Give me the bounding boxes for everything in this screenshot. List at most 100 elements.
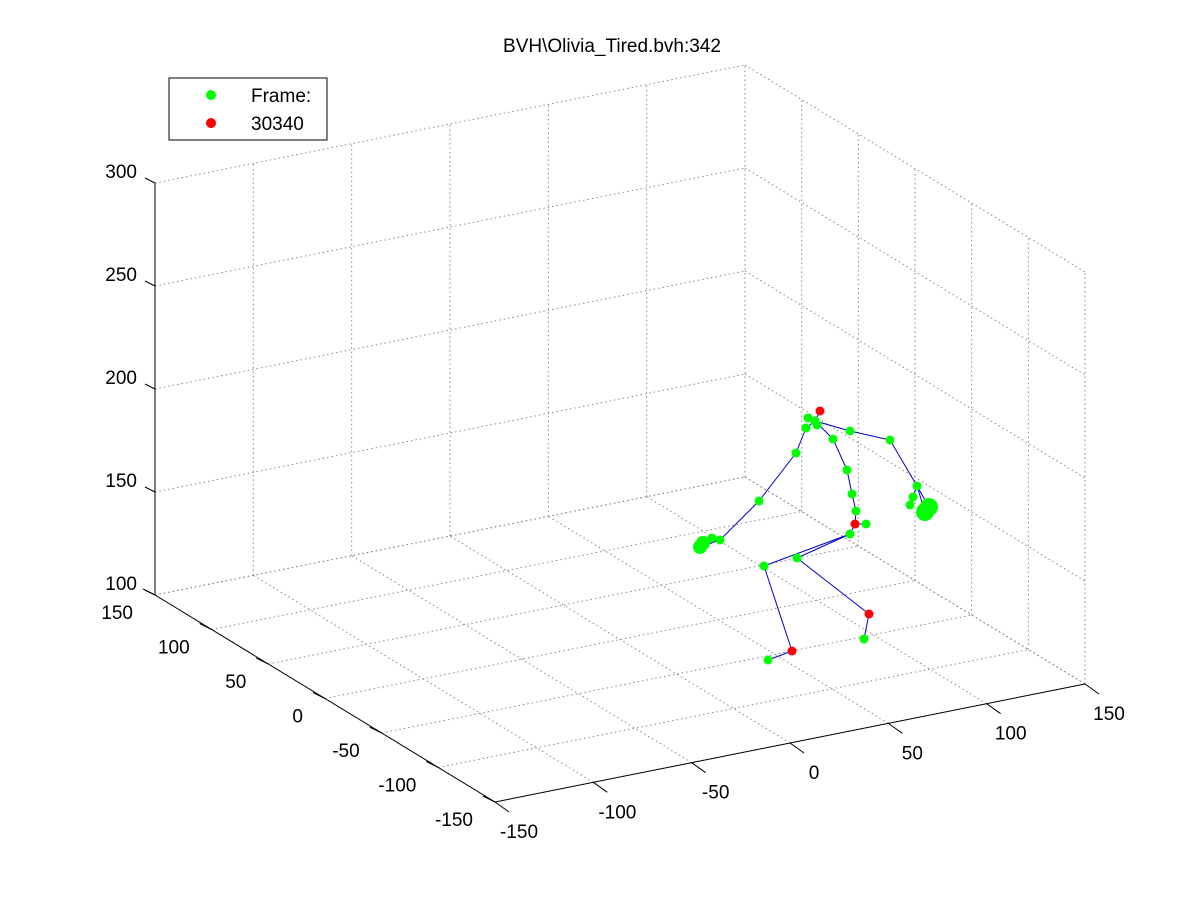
- z-tick-label: 100: [105, 574, 137, 595]
- y-tick-label: -100: [378, 776, 416, 797]
- joint-marker: [707, 533, 717, 543]
- legend-label-frame: Frame:: [251, 86, 311, 107]
- tick-labels: -150 -100 -50 0 50 100 150 150 100 50 0 -50 -100 -150…: [101, 162, 1125, 843]
- x-tick: [986, 703, 1001, 715]
- joint-marker: [754, 496, 764, 506]
- bone-line: [849, 430, 891, 441]
- z-tick-label: 250: [105, 265, 137, 286]
- y-tick-label: -150: [435, 810, 473, 831]
- grid-line: [154, 167, 746, 287]
- joint-marker: [763, 655, 773, 665]
- joint-marker: [803, 413, 813, 423]
- y-tick-label: 100: [158, 638, 190, 659]
- legend-marker-frame: [206, 90, 216, 100]
- grid-line: [381, 614, 972, 734]
- chart-title: BVH\Olivia_Tired.bvh:342: [503, 36, 721, 57]
- joint-marker: [912, 481, 922, 491]
- x-tick-label: -100: [598, 802, 636, 823]
- joint-marker: [812, 420, 822, 430]
- x-tick-label: 50: [902, 743, 923, 764]
- joint-marker: [847, 489, 857, 499]
- y-tick-label: 150: [101, 603, 133, 624]
- grid-line: [744, 64, 1086, 273]
- y-tick: [312, 692, 326, 699]
- x-tick: [789, 742, 805, 754]
- joint-marker: [791, 448, 801, 458]
- joint-marker: [845, 426, 855, 436]
- skeleton-plot: [693, 406, 938, 665]
- x-tick: [691, 762, 706, 774]
- bone-line: [889, 439, 918, 487]
- bone-line: [763, 533, 851, 567]
- x-tick: [888, 722, 903, 734]
- y-tick: [369, 726, 382, 734]
- joint-marker: [828, 434, 838, 444]
- joint-marker: [842, 465, 852, 475]
- y-tick-label: 0: [292, 707, 303, 728]
- bone-line: [763, 565, 793, 652]
- y-tick: [256, 657, 269, 665]
- z-tick-label: 200: [105, 368, 137, 389]
- bone-line: [796, 533, 851, 559]
- joint-marker: [715, 535, 725, 545]
- joint-marker: [916, 503, 934, 521]
- y-tick-label: 50: [225, 672, 246, 693]
- grid-line: [324, 580, 916, 699]
- legend-label-frame-number: 30340: [251, 114, 304, 135]
- grid-line: [154, 64, 746, 184]
- joint-marker: [850, 519, 860, 529]
- bone-line: [719, 500, 760, 541]
- grid-line: [744, 167, 1086, 376]
- joint-marker: [859, 634, 869, 644]
- z-tick: [144, 177, 156, 184]
- x-tick-label: -150: [500, 822, 538, 843]
- x-tick-label: -50: [702, 783, 729, 804]
- x-tick-label: 150: [1093, 704, 1125, 725]
- legend-marker-frame-number: [206, 118, 216, 128]
- grid-line: [449, 535, 791, 744]
- plot-grid: [154, 64, 1086, 803]
- joint-marker: [885, 435, 895, 445]
- bone-line: [832, 438, 848, 471]
- x-tick: [1084, 683, 1100, 695]
- y-tick: [199, 623, 212, 630]
- grid-line: [154, 373, 746, 493]
- bone-line: [796, 557, 870, 615]
- grid-line: [744, 270, 1086, 479]
- z-tick: [144, 280, 156, 287]
- x-tick: [494, 801, 510, 813]
- joint-marker: [792, 553, 802, 563]
- joint-marker: [905, 500, 915, 510]
- grid-line: [154, 476, 746, 596]
- bone-line: [758, 452, 797, 502]
- joint-marker: [815, 406, 825, 416]
- grid-line: [744, 476, 1086, 685]
- x-tick: [593, 781, 608, 793]
- grid-line: [268, 545, 859, 665]
- grid-line: [438, 649, 1029, 768]
- grid-line: [744, 373, 1086, 582]
- z-tick: [144, 589, 156, 596]
- z-tick-label: 300: [105, 162, 137, 183]
- z-tick: [144, 486, 156, 493]
- legend-box: [168, 77, 328, 141]
- x-tick-label: 0: [809, 763, 820, 784]
- y-tick: [482, 795, 496, 803]
- joint-marker: [851, 506, 861, 516]
- joint-marker: [693, 540, 707, 554]
- joint-marker: [787, 646, 797, 656]
- grid-line: [351, 555, 692, 764]
- joint-marker: [801, 423, 811, 433]
- x-tick-label: 100: [995, 724, 1027, 745]
- grid-line: [154, 270, 746, 390]
- joint-marker: [908, 492, 918, 502]
- joint-marker: [864, 609, 874, 619]
- legend: Frame: 30340: [168, 77, 328, 141]
- grid-line: [646, 496, 987, 705]
- y-tick: [426, 761, 439, 768]
- axis-ticks: [142, 177, 1100, 813]
- joint-marker: [845, 529, 855, 539]
- joint-marker: [861, 519, 871, 529]
- z-tick-label: 150: [105, 471, 137, 492]
